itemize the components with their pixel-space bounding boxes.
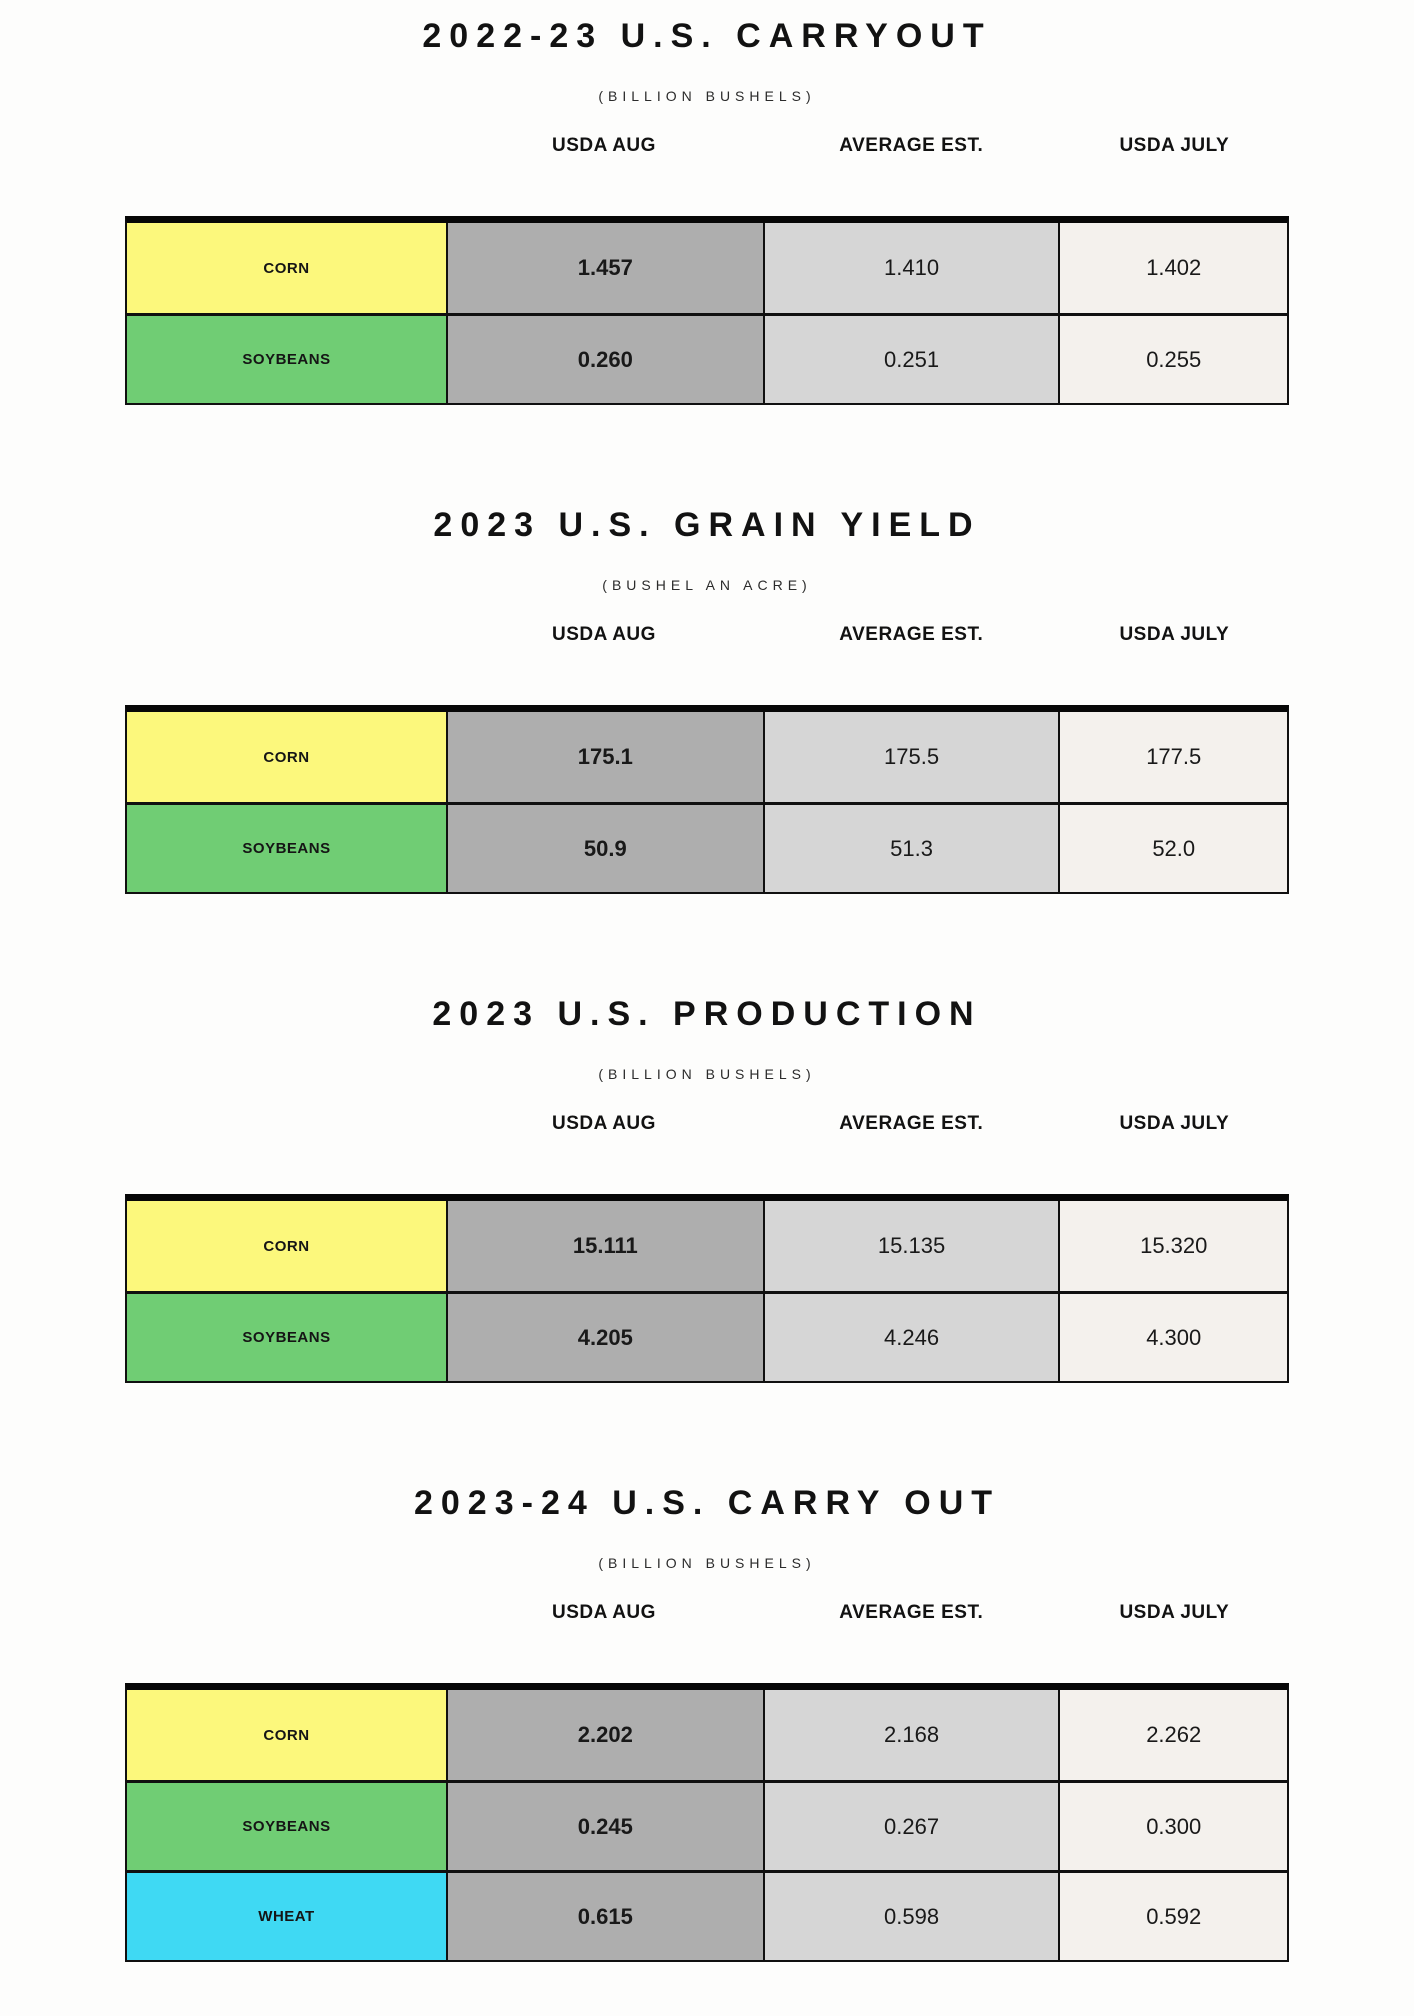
table-units-subtitle: (BUSHEL AN ACRE) [602,577,812,593]
usda-aug-cell: 0.245 [446,1783,763,1870]
table-units-subtitle: (BILLION BUSHELS) [598,1555,816,1571]
table-title: 2023 U.S. PRODUCTION [432,995,982,1033]
average-est-cell: 2.168 [762,1690,1059,1780]
data-table-section: 2022-23 U.S. CARRYOUT (BILLION BUSHELS) … [125,16,1289,405]
usda-july-cell: 0.300 [1058,1783,1287,1870]
table-row: CORN 175.1 175.5 177.5 [127,712,1287,802]
data-table-section: 2023 U.S. GRAIN YIELD (BUSHEL AN ACRE) U… [125,505,1289,894]
usda-aug-cell: 1.457 [446,223,763,313]
usda-july-cell: 177.5 [1058,712,1287,802]
column-headers: USDA AUG AVERAGE EST. USDA JULY [125,134,1289,158]
average-est-cell: 4.246 [762,1294,1059,1381]
column-header-usda-july: USDA JULY [1119,1602,1230,1623]
usda-aug-cell: 4.205 [446,1294,763,1381]
average-est-cell: 0.251 [762,316,1059,403]
table-units-subtitle: (BILLION BUSHELS) [598,88,816,104]
column-header-average-est: AVERAGE EST. [839,624,984,645]
average-est-cell: 0.267 [762,1783,1059,1870]
row-label-cell: CORN [127,1690,446,1780]
table-row: SOYBEANS 0.245 0.267 0.300 [127,1780,1287,1870]
table-title: 2023-24 U.S. CARRY OUT [413,1484,1001,1522]
usda-aug-cell: 0.615 [446,1873,763,1960]
column-header-usda-aug: USDA AUG [552,1113,656,1134]
data-table: CORN 15.111 15.135 15.320 SOYBEANS 4.205… [125,1194,1289,1383]
row-label-column-spacer [125,1601,445,1625]
average-est-cell: 51.3 [762,805,1059,892]
table-row: SOYBEANS 0.260 0.251 0.255 [127,313,1287,403]
average-est-cell: 0.598 [762,1873,1059,1960]
data-table: CORN 1.457 1.410 1.402 SOYBEANS 0.260 0.… [125,216,1289,405]
usda-july-cell: 52.0 [1058,805,1287,892]
table-title: 2022-23 U.S. CARRYOUT [422,17,992,55]
column-header-average-est: AVERAGE EST. [839,1113,984,1134]
row-label-cell: CORN [127,712,446,802]
data-table-section: 2023 U.S. PRODUCTION (BILLION BUSHELS) U… [125,994,1289,1383]
row-label-column-spacer [125,623,445,647]
table-row: SOYBEANS 4.205 4.246 4.300 [127,1291,1287,1381]
row-label-column-spacer [125,1112,445,1136]
row-label-column-spacer [125,134,445,158]
table-row: WHEAT 0.615 0.598 0.592 [127,1870,1287,1960]
column-header-usda-aug: USDA AUG [552,135,656,156]
data-table: CORN 2.202 2.168 2.262 SOYBEANS 0.245 0.… [125,1683,1289,1962]
row-label-cell: SOYBEANS [127,316,446,403]
column-header-average-est: AVERAGE EST. [839,135,984,156]
table-units-subtitle: (BILLION BUSHELS) [598,1066,816,1082]
column-header-usda-aug: USDA AUG [552,1602,656,1623]
table-title: 2023 U.S. GRAIN YIELD [433,506,981,544]
table-row: CORN 1.457 1.410 1.402 [127,223,1287,313]
usda-aug-cell: 2.202 [446,1690,763,1780]
row-label-cell: SOYBEANS [127,805,446,892]
column-headers: USDA AUG AVERAGE EST. USDA JULY [125,623,1289,647]
average-est-cell: 15.135 [762,1201,1059,1291]
usda-aug-cell: 175.1 [446,712,763,802]
row-label-cell: WHEAT [127,1873,446,1960]
column-headers: USDA AUG AVERAGE EST. USDA JULY [125,1601,1289,1625]
row-label-cell: SOYBEANS [127,1294,446,1381]
column-header-usda-aug: USDA AUG [552,624,656,645]
data-table: CORN 175.1 175.5 177.5 SOYBEANS 50.9 51.… [125,705,1289,894]
usda-july-cell: 15.320 [1058,1201,1287,1291]
row-label-cell: CORN [127,1201,446,1291]
data-table-section: 2023-24 U.S. CARRY OUT (BILLION BUSHELS)… [125,1483,1289,1962]
usda-july-cell: 0.592 [1058,1873,1287,1960]
column-header-average-est: AVERAGE EST. [839,1602,984,1623]
average-est-cell: 175.5 [762,712,1059,802]
column-header-usda-july: USDA JULY [1119,1113,1230,1134]
table-row: SOYBEANS 50.9 51.3 52.0 [127,802,1287,892]
table-row: CORN 15.111 15.135 15.320 [127,1201,1287,1291]
usda-aug-cell: 15.111 [446,1201,763,1291]
column-header-usda-july: USDA JULY [1119,624,1230,645]
row-label-cell: CORN [127,223,446,313]
row-label-cell: SOYBEANS [127,1783,446,1870]
usda-estimates-infographic: 2022-23 U.S. CARRYOUT (BILLION BUSHELS) … [125,16,1289,1962]
table-row: CORN 2.202 2.168 2.262 [127,1690,1287,1780]
usda-aug-cell: 0.260 [446,316,763,403]
column-header-usda-july: USDA JULY [1119,135,1230,156]
average-est-cell: 1.410 [762,223,1059,313]
usda-aug-cell: 50.9 [446,805,763,892]
usda-july-cell: 0.255 [1058,316,1287,403]
usda-july-cell: 2.262 [1058,1690,1287,1780]
usda-july-cell: 4.300 [1058,1294,1287,1381]
usda-july-cell: 1.402 [1058,223,1287,313]
column-headers: USDA AUG AVERAGE EST. USDA JULY [125,1112,1289,1136]
